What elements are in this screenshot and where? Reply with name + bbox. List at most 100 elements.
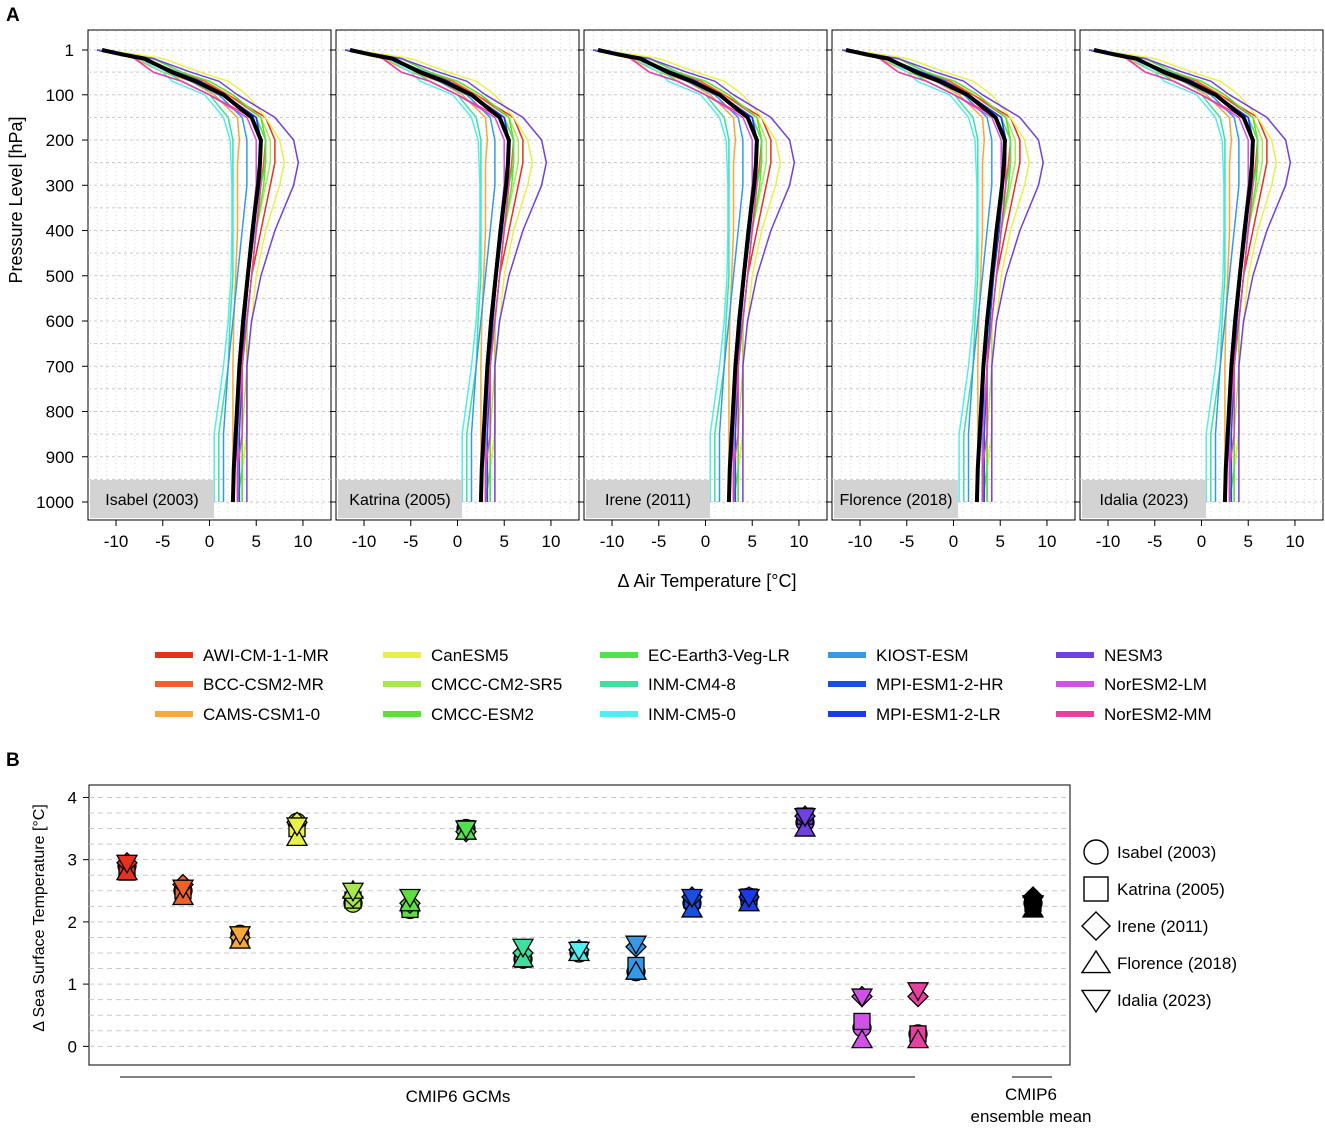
marker-triangle-down <box>285 817 309 837</box>
x-tick-label: -5 <box>403 532 418 551</box>
shape-legend-label: Idalia (2023) <box>1117 991 1212 1010</box>
sst-markers-cmip6-ensemble-mean <box>1021 886 1045 918</box>
sst-markers-kiost-esm <box>624 935 648 982</box>
marker-triangle-down <box>228 926 252 946</box>
profile-line-cams-csm1-0 <box>97 49 241 502</box>
marker-triangle-down <box>511 938 535 959</box>
y-tick-label: 600 <box>46 312 74 331</box>
sst-markers-bcc-csm2-mr <box>171 873 195 906</box>
profile-line-cams-csm1-0 <box>842 49 986 502</box>
x-tick-label: -10 <box>104 532 129 551</box>
x-tick-label: -10 <box>848 532 873 551</box>
y-tick-label: 700 <box>46 357 74 376</box>
shape-legend-item: Florence (2018) <box>1080 949 1237 974</box>
y-tick-label: 1000 <box>36 493 74 512</box>
ensemble-mean-line <box>101 48 263 503</box>
b-y-tick-label: 0 <box>68 1037 77 1056</box>
legend-item: CanESM5 <box>383 646 508 665</box>
x-tick-label: 5 <box>995 532 1004 551</box>
marker-triangle-up <box>624 960 648 980</box>
model-legend: AWI-CM-1-1-MR BCC-CSM2-MR CAMS-CSM1-0 CanES… <box>155 646 1212 724</box>
panel-b-letter: B <box>6 750 20 771</box>
hurricane-label: Irene (2011) <box>605 492 691 509</box>
hurricane-label: Katrina (2005) <box>349 492 450 509</box>
profile-line-nesm3 <box>842 49 1044 502</box>
legend-label: INM-CM4-8 <box>648 675 736 694</box>
y-tick-label: 900 <box>46 448 74 467</box>
marker-triangle-down <box>567 941 591 962</box>
legend-label: CanESM5 <box>431 646 508 665</box>
profile-line-inm-cm5-0 <box>851 49 978 502</box>
panel-a-profiles: Isabel (2003)-10 -5 0 5 10110020030040050060… <box>36 29 1324 551</box>
sst-markers-cmcc-esm2 <box>398 888 422 920</box>
profile-panel-1: Isabel (2003) -10 -5 0 5 10 1 100 200 300 400 500 60… <box>36 29 332 551</box>
panel-a-y-label: Pressure Level [hPa] <box>6 116 26 283</box>
y-tick-label: 400 <box>46 222 74 241</box>
legend-triangle-down <box>1080 989 1112 1014</box>
legend-label: AWI-CM-1-1-MR <box>203 646 329 665</box>
marker-triangle-down <box>906 982 930 1002</box>
x-tick-label: 0 <box>205 532 214 551</box>
x-tick-label: -10 <box>352 532 377 551</box>
marker-triangle-down <box>850 988 874 1008</box>
profile-line-cams-csm1-0 <box>345 49 489 502</box>
legend-item: AWI-CM-1-1-MR <box>155 646 329 665</box>
marker-triangle-down <box>341 882 365 903</box>
sst-markers-canesm5 <box>285 811 309 847</box>
profile-panel-3: Irene (2011) -10 -5 0 5 10 <box>578 29 828 551</box>
shape-legend-label: Katrina (2005) <box>1117 880 1225 899</box>
ensemble-mean-line <box>349 48 511 503</box>
profile-line-nesm3 <box>1089 49 1292 502</box>
sst-markers-nesm3 <box>793 805 817 837</box>
hurricane-label-box <box>834 480 958 518</box>
profile-line-inm-cm5-0 <box>602 49 729 502</box>
sst-markers-cmcc-cm2-sr5 <box>341 879 365 913</box>
panel-b-sst: 0 1 2 3 4 <box>68 784 1071 1066</box>
x-tick-label: 10 <box>1038 532 1057 551</box>
sst-markers-mpi-esm1-2-lr <box>737 886 761 912</box>
x-tick-label: -5 <box>155 532 170 551</box>
x-tick-label: 10 <box>294 532 313 551</box>
hurricane-label-box <box>338 480 462 518</box>
shape-legend-item: Katrina (2005) <box>1083 876 1225 902</box>
sst-markers-noresm2-lm <box>850 985 874 1049</box>
legend-item: NorESM2-MM <box>1056 705 1212 724</box>
sst-markers-ec-earth3-veg-lr <box>454 818 478 843</box>
legend-item: NorESM2-LM <box>1056 675 1207 694</box>
sst-markers-inm-cm5-0 <box>567 938 591 963</box>
x-tick-label: 0 <box>453 532 462 551</box>
x-tick-label: 10 <box>1286 532 1305 551</box>
legend-item: CAMS-CSM1-0 <box>155 705 320 724</box>
b-y-tick-label: 1 <box>68 975 77 994</box>
hurricane-label: Isabel (2003) <box>105 492 198 509</box>
x-tick-label: 5 <box>499 532 508 551</box>
marker-triangle-down <box>793 807 817 828</box>
shape-legend-item: Isabel (2003) <box>1083 839 1216 865</box>
legend-item: KIOST-ESM <box>828 646 969 665</box>
y-tick-label: 300 <box>46 176 74 195</box>
y-tick-label: 800 <box>46 403 74 422</box>
ensemble-mean-line <box>597 48 759 503</box>
profile-line-cams-csm1-0 <box>593 49 737 502</box>
x-tick-label: 10 <box>790 532 809 551</box>
panel-a-x-label: Δ Air Temperature [°C] <box>618 571 797 591</box>
panel-b-frame <box>88 784 1071 1066</box>
y-tick-label: 200 <box>46 131 74 150</box>
profile-line-inm-cm5-0 <box>1098 49 1225 502</box>
legend-item: BCC-CSM2-MR <box>155 675 324 694</box>
panel-b-y-label: Δ Sea Surface Temperature [°C] <box>31 804 48 1032</box>
y-tick-label: 100 <box>46 86 74 105</box>
profile-line-cams-csm1-0 <box>1089 49 1233 502</box>
legend-diamond <box>1081 911 1111 941</box>
legend-label: MPI-ESM1-2-HR <box>876 675 1004 694</box>
legend-label: CMCC-CM2-SR5 <box>431 675 562 694</box>
hurricane-label: Florence (2018) <box>840 492 953 509</box>
legend-item: CMCC-ESM2 <box>383 705 534 724</box>
sst-markers-inm-cm4-8 <box>511 938 535 969</box>
x-tick-label: 0 <box>1197 532 1206 551</box>
ensemble-mean-line <box>845 48 1007 503</box>
legend-square <box>1083 876 1109 902</box>
profile-panel-4: Florence (2018) -10 -5 0 5 10 <box>826 29 1076 551</box>
x-tick-label: -5 <box>1147 532 1162 551</box>
legend-item: INM-CM5-0 <box>600 705 736 724</box>
